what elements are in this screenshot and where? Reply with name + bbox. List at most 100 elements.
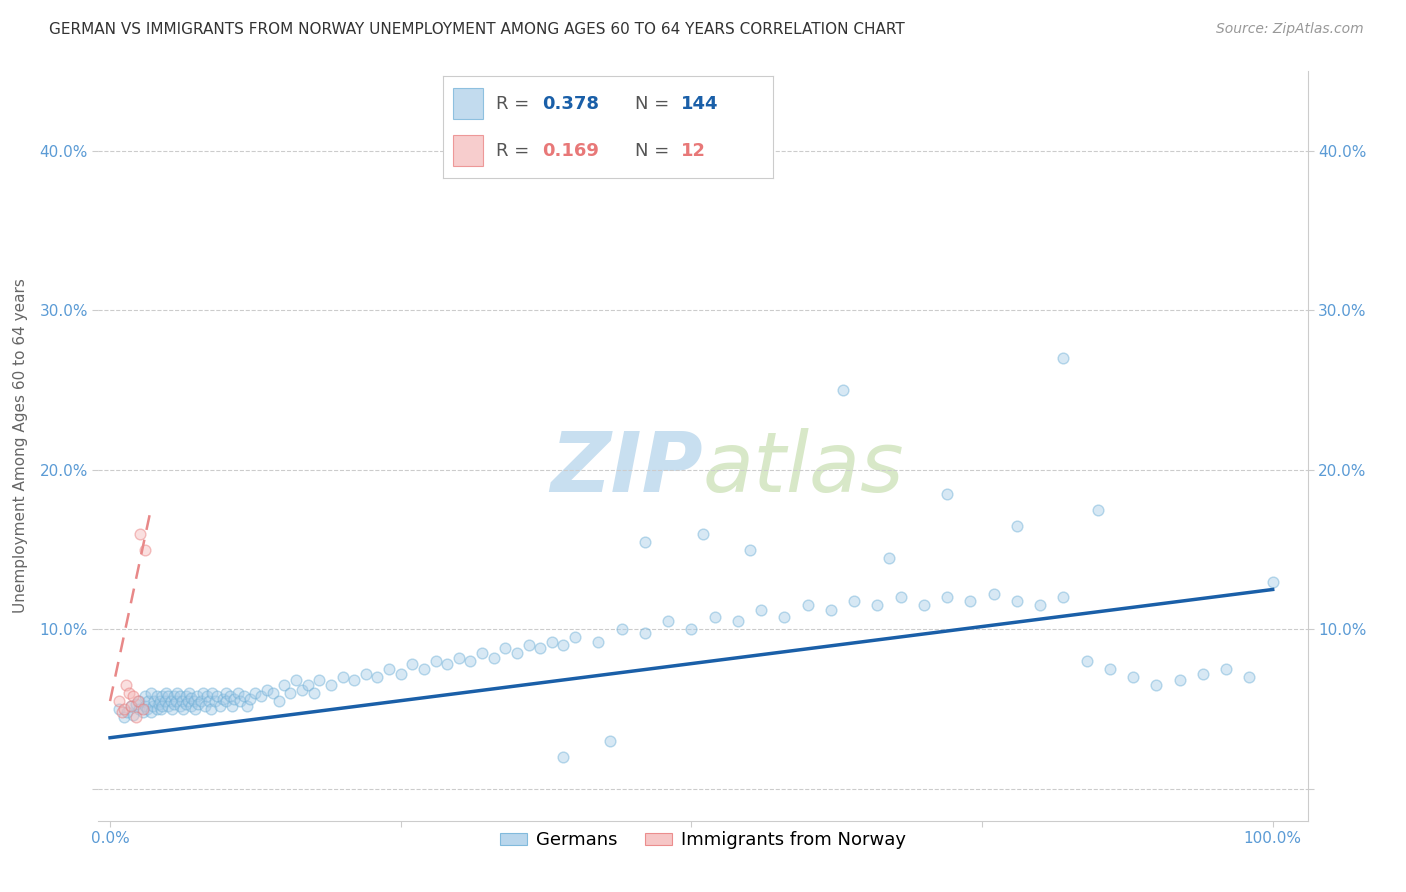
Point bbox=[191, 686, 214, 700]
Point bbox=[155, 686, 177, 700]
Point bbox=[187, 698, 209, 712]
Point bbox=[124, 698, 146, 712]
Point bbox=[553, 638, 575, 652]
Point bbox=[378, 662, 401, 676]
Point bbox=[124, 710, 146, 724]
Point bbox=[936, 487, 959, 501]
Point bbox=[738, 542, 761, 557]
Text: R =: R = bbox=[496, 142, 534, 160]
Point bbox=[267, 694, 290, 708]
Point bbox=[844, 593, 866, 607]
Point bbox=[157, 698, 180, 713]
Point bbox=[727, 615, 749, 629]
Point bbox=[117, 705, 139, 719]
Point bbox=[172, 694, 194, 708]
Point bbox=[588, 635, 610, 649]
Point bbox=[224, 692, 246, 706]
Point bbox=[131, 702, 153, 716]
Text: 0.378: 0.378 bbox=[543, 95, 599, 112]
Point bbox=[131, 705, 153, 719]
Point bbox=[145, 690, 167, 704]
Point bbox=[218, 690, 240, 704]
Point bbox=[108, 694, 131, 708]
Point bbox=[143, 694, 166, 708]
Point bbox=[129, 526, 152, 541]
Point bbox=[278, 686, 301, 700]
Point bbox=[149, 694, 172, 708]
Point bbox=[749, 603, 772, 617]
Point bbox=[796, 599, 818, 613]
Point bbox=[112, 710, 135, 724]
Point bbox=[120, 698, 142, 713]
Point bbox=[127, 694, 149, 708]
Point bbox=[204, 694, 226, 708]
Point bbox=[194, 698, 217, 713]
Point bbox=[1122, 670, 1144, 684]
Point bbox=[354, 667, 377, 681]
Point bbox=[692, 526, 714, 541]
Point bbox=[184, 702, 207, 716]
Point bbox=[134, 690, 156, 704]
Point bbox=[145, 702, 167, 716]
Point bbox=[912, 599, 935, 613]
Point bbox=[195, 690, 218, 704]
Point bbox=[169, 698, 191, 713]
Point bbox=[205, 690, 228, 704]
Point bbox=[136, 702, 159, 716]
Point bbox=[150, 702, 173, 716]
Point bbox=[773, 609, 796, 624]
Point bbox=[169, 690, 191, 704]
Point bbox=[1239, 670, 1261, 684]
Point bbox=[343, 673, 366, 688]
Point bbox=[1005, 518, 1028, 533]
Point bbox=[200, 702, 222, 716]
Point bbox=[177, 694, 200, 708]
Text: 12: 12 bbox=[681, 142, 706, 160]
Text: atlas: atlas bbox=[703, 428, 904, 509]
Point bbox=[174, 698, 197, 712]
Point bbox=[447, 651, 470, 665]
Point bbox=[172, 702, 194, 716]
Point bbox=[250, 690, 273, 704]
Point bbox=[215, 694, 238, 708]
Text: Source: ZipAtlas.com: Source: ZipAtlas.com bbox=[1216, 22, 1364, 37]
Point bbox=[1098, 662, 1121, 676]
Point bbox=[389, 667, 412, 681]
Point bbox=[540, 635, 562, 649]
Point bbox=[634, 625, 657, 640]
Point bbox=[553, 750, 575, 764]
Point bbox=[128, 702, 150, 716]
Point bbox=[1192, 667, 1215, 681]
Point bbox=[460, 654, 482, 668]
Point bbox=[226, 686, 249, 700]
Point bbox=[831, 383, 853, 397]
Point bbox=[983, 587, 1005, 601]
Point bbox=[681, 623, 703, 637]
Point bbox=[179, 686, 201, 700]
Point bbox=[115, 678, 138, 692]
Point bbox=[245, 686, 267, 700]
Point bbox=[166, 686, 188, 700]
Point bbox=[319, 678, 342, 692]
FancyBboxPatch shape bbox=[453, 136, 482, 166]
Point bbox=[211, 692, 233, 706]
Point bbox=[122, 690, 145, 704]
Point bbox=[1215, 662, 1237, 676]
Point bbox=[820, 603, 842, 617]
Point bbox=[657, 615, 679, 629]
Point bbox=[239, 692, 262, 706]
Text: N =: N = bbox=[634, 95, 675, 112]
Point bbox=[150, 698, 173, 713]
Point bbox=[134, 698, 156, 713]
Text: N =: N = bbox=[634, 142, 675, 160]
Point bbox=[936, 591, 959, 605]
Point bbox=[482, 651, 505, 665]
Point bbox=[111, 705, 134, 719]
Point bbox=[1052, 351, 1074, 366]
Point bbox=[142, 698, 165, 713]
Point bbox=[153, 694, 176, 708]
Point bbox=[297, 678, 319, 692]
Point bbox=[564, 630, 586, 644]
Point bbox=[1087, 502, 1109, 516]
Point bbox=[118, 686, 141, 700]
